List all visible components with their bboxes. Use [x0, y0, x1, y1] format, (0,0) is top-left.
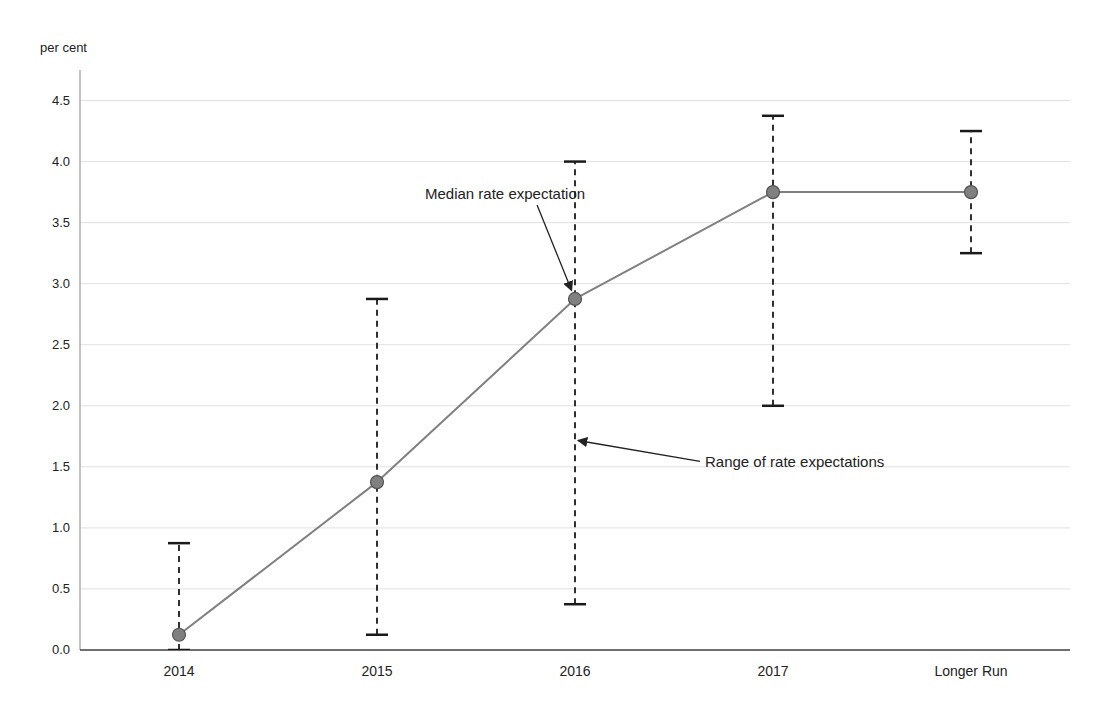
range-bar — [574, 162, 576, 605]
grid-line — [80, 527, 1070, 528]
median-marker — [173, 628, 186, 641]
annotation: Range of rate expectations — [705, 453, 884, 470]
median-marker — [569, 292, 582, 305]
range-bar — [772, 116, 774, 406]
grid — [80, 101, 1070, 650]
y-tick-label: 4.0 — [52, 154, 70, 169]
grid-line — [80, 100, 1070, 101]
x-tick-label: 2014 — [163, 663, 194, 679]
y-axis-line — [80, 70, 81, 650]
x-tick-label: 2016 — [559, 663, 590, 679]
chart: 0.0 0.5 1.0 1.5 2.0 2.5 3.0 3.5 4.0 4.5 2014 2015 20… — [0, 0, 1100, 720]
x-axis-line — [80, 649, 1070, 651]
y-tick-label: 0.0 — [52, 642, 70, 657]
x-tick-label: Longer Run — [934, 663, 1007, 679]
range-cap-high — [366, 298, 388, 301]
x-tick-label: 2017 — [757, 663, 788, 679]
x-tick-label: 2015 — [361, 663, 392, 679]
range-cap-high — [564, 160, 586, 163]
annotation-arrow — [537, 205, 572, 291]
grid-line — [80, 344, 1070, 345]
y-tick-label: 4.5 — [52, 93, 70, 108]
median-marker — [767, 186, 780, 199]
range-cap-high — [168, 542, 190, 545]
median-line — [179, 192, 971, 635]
annotation-arrow — [578, 440, 700, 461]
range-cap-low — [564, 603, 586, 606]
y-tick-label: 1.0 — [52, 520, 70, 535]
y-tick-label: 3.5 — [52, 215, 70, 230]
range-cap-low — [762, 405, 784, 408]
range-cap-high — [762, 115, 784, 118]
y-tick-label: 2.0 — [52, 398, 70, 413]
median-marker — [965, 186, 978, 199]
range-cap-low — [366, 633, 388, 636]
range-cap-low — [168, 649, 190, 650]
grid-line — [80, 222, 1070, 223]
y-tick-label: 2.5 — [52, 337, 70, 352]
y-tick-label: 0.5 — [52, 581, 70, 596]
grid-line — [80, 161, 1070, 162]
y-tick-label: 1.5 — [52, 459, 70, 474]
y-axis-label: per cent — [40, 40, 87, 55]
range-cap-high — [960, 130, 982, 133]
y-tick-label: 3.0 — [52, 276, 70, 291]
median-marker — [371, 476, 384, 489]
range-bar — [376, 299, 378, 635]
range-cap-low — [960, 252, 982, 255]
grid-line — [80, 650, 1070, 651]
plot-area — [168, 116, 982, 650]
annotation: Median rate expectation — [425, 185, 585, 202]
